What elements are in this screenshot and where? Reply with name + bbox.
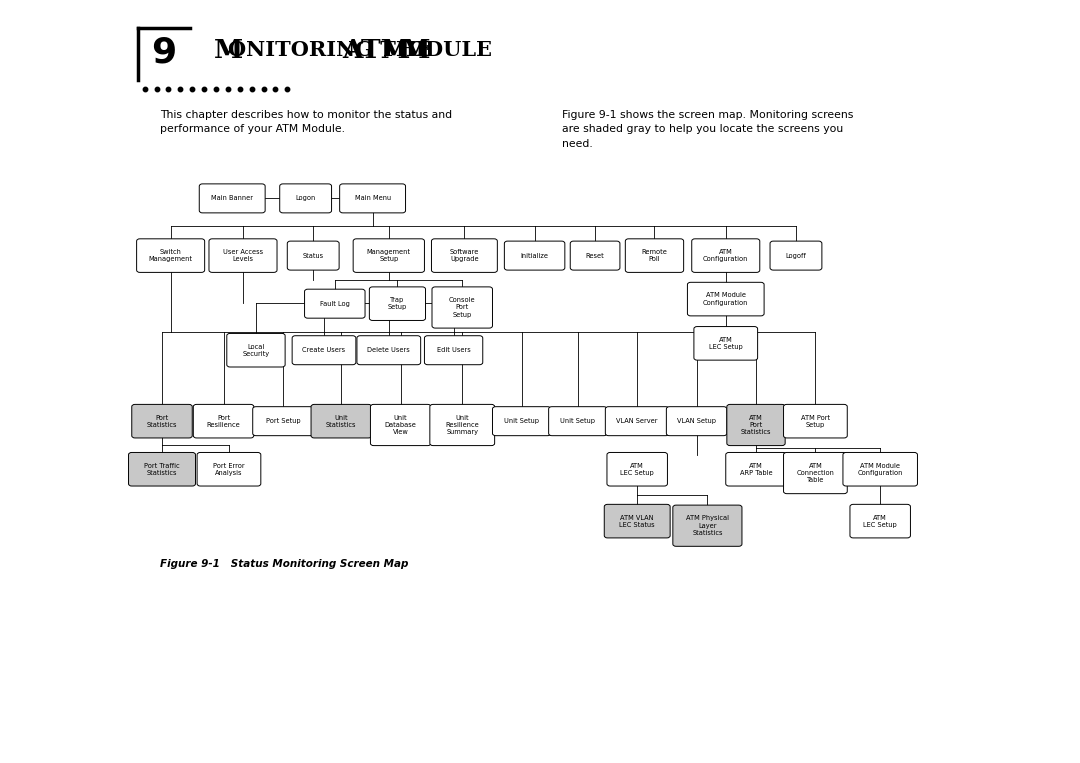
Text: Unit
Resilience
Summary: Unit Resilience Summary [445, 415, 480, 435]
Text: ATM
LEC Setup: ATM LEC Setup [620, 462, 654, 476]
Text: Reset: Reset [585, 253, 605, 259]
Text: Delete Users: Delete Users [367, 347, 410, 353]
FancyBboxPatch shape [625, 239, 684, 272]
FancyBboxPatch shape [694, 327, 758, 360]
FancyBboxPatch shape [193, 404, 254, 438]
Text: Port Setup: Port Setup [266, 418, 300, 424]
Text: Fault Log: Fault Log [320, 301, 350, 307]
FancyBboxPatch shape [688, 282, 765, 316]
FancyBboxPatch shape [570, 241, 620, 270]
Text: Initialize: Initialize [521, 253, 549, 259]
Text: ATM VLAN
LEC Status: ATM VLAN LEC Status [620, 514, 654, 528]
Text: Main Banner: Main Banner [212, 195, 253, 201]
Text: Port Error
Analysis: Port Error Analysis [213, 462, 245, 476]
Text: ATM: ATM [342, 38, 410, 63]
Text: Unit Setup: Unit Setup [504, 418, 539, 424]
FancyBboxPatch shape [305, 289, 365, 318]
Text: Create Users: Create Users [302, 347, 346, 353]
FancyBboxPatch shape [605, 407, 669, 436]
Text: Management
Setup: Management Setup [367, 249, 410, 262]
Text: Figure 9-1 shows the screen map. Monitoring screens
are shaded gray to help you : Figure 9-1 shows the screen map. Monitor… [562, 110, 853, 149]
Text: Remote
Poll: Remote Poll [642, 249, 667, 262]
FancyBboxPatch shape [770, 241, 822, 270]
Text: Local
Security: Local Security [242, 343, 270, 357]
Text: M: M [383, 38, 431, 63]
FancyBboxPatch shape [199, 184, 266, 213]
Text: ATM
ARP Table: ATM ARP Table [740, 462, 772, 476]
FancyBboxPatch shape [227, 333, 285, 367]
FancyBboxPatch shape [253, 407, 313, 436]
Text: Port
Resilience: Port Resilience [206, 414, 241, 428]
Text: Main Menu: Main Menu [354, 195, 391, 201]
FancyBboxPatch shape [129, 452, 195, 486]
Text: Unit
Statistics: Unit Statistics [326, 414, 356, 428]
Text: This chapter describes how to monitor the status and
performance of your ATM Mod: This chapter describes how to monitor th… [160, 110, 451, 134]
Text: M: M [214, 38, 243, 63]
FancyBboxPatch shape [339, 184, 406, 213]
Text: Logon: Logon [296, 195, 315, 201]
Text: Logoff: Logoff [785, 253, 807, 259]
Text: ATM Physical
Layer
Statistics: ATM Physical Layer Statistics [686, 516, 729, 536]
FancyBboxPatch shape [210, 239, 276, 272]
Text: Software
Upgrade: Software Upgrade [449, 249, 480, 262]
FancyBboxPatch shape [492, 407, 551, 436]
Text: VLAN Setup: VLAN Setup [677, 418, 716, 424]
Text: Status: Status [302, 253, 324, 259]
FancyBboxPatch shape [356, 336, 421, 365]
FancyBboxPatch shape [280, 184, 332, 213]
Text: ATM
Connection
Table: ATM Connection Table [796, 463, 835, 483]
FancyBboxPatch shape [292, 336, 355, 365]
Text: Edit Users: Edit Users [436, 347, 471, 353]
FancyBboxPatch shape [132, 404, 192, 438]
FancyBboxPatch shape [727, 404, 785, 446]
FancyBboxPatch shape [311, 404, 372, 438]
Text: Console
Port
Setup: Console Port Setup [449, 298, 475, 317]
Text: 9: 9 [151, 36, 177, 69]
Text: ATM Port
Setup: ATM Port Setup [801, 414, 829, 428]
Text: User Access
Levels: User Access Levels [222, 249, 264, 262]
FancyBboxPatch shape [136, 239, 205, 272]
FancyBboxPatch shape [726, 452, 786, 486]
FancyBboxPatch shape [784, 404, 847, 438]
FancyBboxPatch shape [353, 239, 424, 272]
Text: Switch
Management: Switch Management [149, 249, 192, 262]
FancyBboxPatch shape [287, 241, 339, 270]
Text: ONITORING THE: ONITORING THE [228, 40, 438, 60]
FancyBboxPatch shape [369, 287, 426, 320]
Text: ATM
Port
Statistics: ATM Port Statistics [741, 415, 771, 435]
FancyBboxPatch shape [850, 504, 910, 538]
Text: ATM Module
Configuration: ATM Module Configuration [703, 292, 748, 306]
FancyBboxPatch shape [197, 452, 261, 486]
FancyBboxPatch shape [842, 452, 917, 486]
FancyBboxPatch shape [666, 407, 727, 436]
Text: ATM Module
Configuration: ATM Module Configuration [858, 462, 903, 476]
Text: ATM
LEC Setup: ATM LEC Setup [863, 514, 897, 528]
FancyBboxPatch shape [424, 336, 483, 365]
FancyBboxPatch shape [607, 452, 667, 486]
FancyBboxPatch shape [370, 404, 431, 446]
FancyBboxPatch shape [432, 239, 497, 272]
Text: Figure 9-1   Status Monitoring Screen Map: Figure 9-1 Status Monitoring Screen Map [160, 559, 408, 568]
FancyBboxPatch shape [605, 504, 671, 538]
FancyBboxPatch shape [504, 241, 565, 270]
FancyBboxPatch shape [432, 287, 492, 328]
Text: ATM
LEC Setup: ATM LEC Setup [708, 336, 743, 350]
Text: Trap
Setup: Trap Setup [388, 297, 407, 311]
Text: Unit
Database
View: Unit Database View [384, 415, 417, 435]
FancyBboxPatch shape [673, 505, 742, 546]
FancyBboxPatch shape [692, 239, 760, 272]
Text: ODULE: ODULE [407, 40, 492, 60]
FancyBboxPatch shape [430, 404, 495, 446]
Text: Port Traffic
Statistics: Port Traffic Statistics [145, 462, 179, 476]
Text: Port
Statistics: Port Statistics [147, 414, 177, 428]
FancyBboxPatch shape [549, 407, 607, 436]
Text: VLAN Server: VLAN Server [617, 418, 658, 424]
Text: ATM
Configuration: ATM Configuration [703, 249, 748, 262]
FancyBboxPatch shape [784, 452, 847, 494]
Text: Unit Setup: Unit Setup [561, 418, 595, 424]
